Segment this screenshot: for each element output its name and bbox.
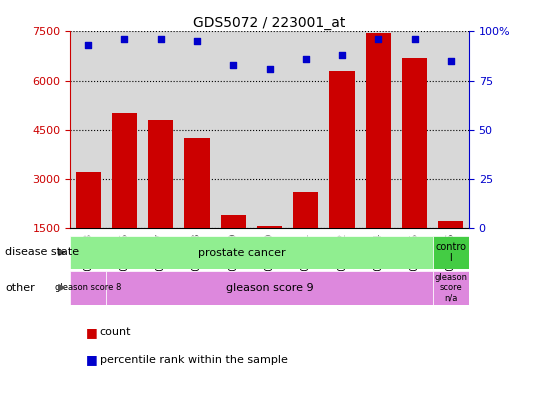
Bar (106, 271, 433, 305)
Text: gleason
score
n/a: gleason score n/a (434, 273, 467, 303)
Text: count: count (100, 327, 131, 337)
Point (156, 36, 165, 42)
Bar (433, 271, 469, 305)
Point (374, 36, 383, 42)
Text: contro
l: contro l (436, 242, 466, 263)
Text: other: other (5, 283, 35, 293)
Point (84, 42, 93, 48)
Point (301, 56, 310, 62)
Bar (402, 58, 427, 277)
Text: prostate cancer: prostate cancer (198, 248, 286, 257)
Point (192, 38, 201, 44)
Text: ■: ■ (86, 325, 98, 339)
Title: GDS5072 / 223001_at: GDS5072 / 223001_at (194, 17, 345, 30)
Point (338, 52, 347, 58)
Bar (438, 221, 464, 277)
Bar (184, 138, 210, 277)
Point (410, 36, 419, 42)
Bar (148, 120, 174, 277)
Bar (257, 226, 282, 277)
Text: ■: ■ (86, 353, 98, 366)
Bar (220, 215, 246, 277)
Bar (293, 192, 319, 277)
Bar (433, 236, 469, 269)
Bar (75, 172, 101, 277)
Text: gleason score 9: gleason score 9 (226, 283, 313, 293)
Bar (112, 113, 137, 277)
Bar (365, 33, 391, 277)
Text: gleason score 8: gleason score 8 (55, 283, 121, 292)
Text: percentile rank within the sample: percentile rank within the sample (100, 354, 288, 365)
Bar (70, 271, 106, 305)
Point (265, 66, 274, 72)
Text: disease state: disease state (5, 247, 80, 257)
Point (120, 36, 129, 42)
Point (446, 58, 455, 64)
Point (229, 62, 238, 68)
Bar (329, 71, 355, 277)
